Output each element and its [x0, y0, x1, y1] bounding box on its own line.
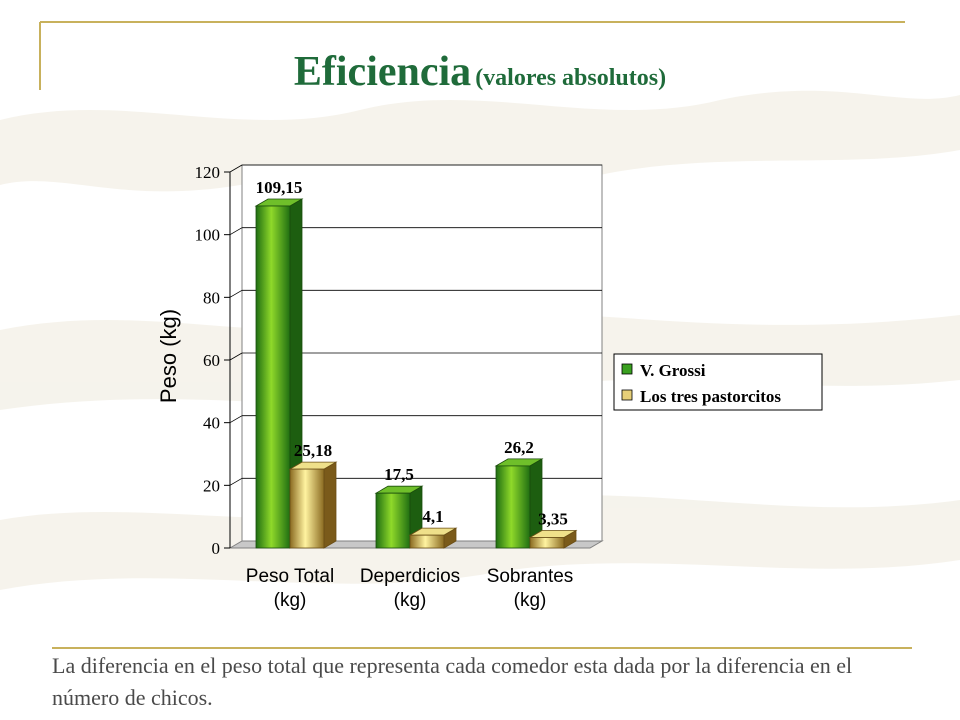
- legend-swatch: [621, 389, 633, 401]
- slide-title-main: Eficiencia: [293, 49, 472, 95]
- bar: [289, 468, 325, 549]
- legend-entry: Los tres pastorcitos: [640, 387, 781, 406]
- gridline-diag: [229, 164, 243, 173]
- y-tick-label: 20: [203, 476, 220, 495]
- gridline-diag: [229, 415, 243, 424]
- gridline-diag: [229, 289, 243, 298]
- y-axis-title: Peso (kg): [156, 309, 181, 403]
- gridline-diag: [229, 352, 243, 361]
- bar-side: [323, 461, 337, 549]
- slide-caption: La diferencia en el peso total que repre…: [52, 653, 853, 710]
- slide-title: Eficiencia (valores absolutos): [0, 48, 960, 96]
- y-tick-label: 60: [203, 351, 220, 370]
- bar: [375, 492, 411, 549]
- y-tick-label: 120: [195, 163, 221, 182]
- y-tick-label: 80: [203, 288, 220, 307]
- data-label: 4,1: [422, 507, 443, 526]
- data-label: 26,2: [504, 438, 534, 457]
- gridline-diag: [229, 477, 243, 486]
- data-label: 25,18: [294, 441, 332, 460]
- legend: [613, 353, 823, 411]
- gridline-diag: [229, 227, 243, 236]
- legend-swatch: [621, 363, 633, 375]
- data-label: 3,35: [538, 510, 568, 529]
- y-tick-label: 40: [203, 414, 220, 433]
- bar: [529, 537, 565, 549]
- y-tick-label: 0: [212, 539, 221, 558]
- legend-entry: V. Grossi: [640, 361, 706, 380]
- x-tick-label: Peso Total (kg): [246, 566, 334, 611]
- slide-title-subtitle: (valores absolutos): [475, 65, 667, 91]
- x-tick-label: Deperdicios (kg): [360, 566, 460, 611]
- data-label: 17,5: [384, 465, 414, 484]
- bar: [495, 465, 531, 549]
- y-tick-label: 100: [195, 226, 221, 245]
- bar: [255, 205, 291, 549]
- data-label: 109,15: [256, 178, 303, 197]
- x-tick-label: Sobrantes (kg): [487, 566, 574, 611]
- bar: [409, 534, 445, 549]
